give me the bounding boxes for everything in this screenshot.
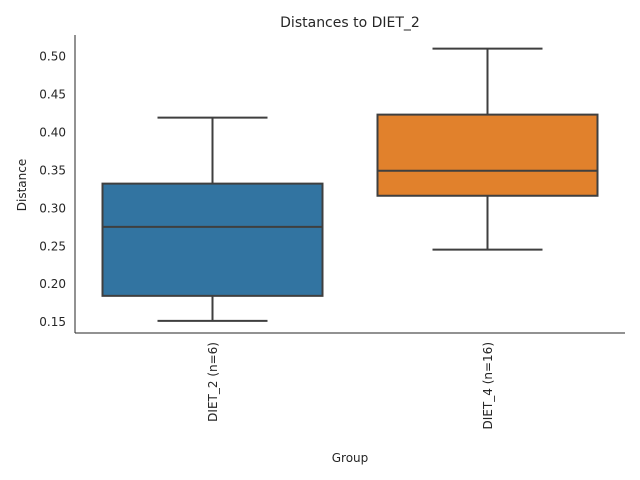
x-axis-label: Group <box>332 451 369 465</box>
iqr-box <box>376 113 599 197</box>
y-axis-label: Distance <box>15 159 29 211</box>
y-ticks: 0.15 0.20 0.25 0.30 0.35 0.40 0.45 0.50 <box>39 50 66 329</box>
x-tick-label: DIET_4 (n=16) <box>481 342 495 429</box>
iqr-box <box>101 182 324 297</box>
chart-title: Distances to DIET_2 <box>280 15 420 31</box>
y-tick-label: 0.40 <box>39 126 66 140</box>
y-tick-label: 0.30 <box>39 201 66 215</box>
y-tick-label: 0.50 <box>39 50 66 64</box>
y-tick-label: 0.45 <box>39 88 66 102</box>
box-group <box>101 116 324 322</box>
axes <box>74 35 625 334</box>
x-ticks: DIET_2 (n=6) DIET_4 (n=16) <box>206 342 495 429</box>
y-tick-label: 0.20 <box>39 277 66 291</box>
y-tick-label: 0.15 <box>39 315 66 329</box>
boxes <box>101 47 599 322</box>
x-tick-label: DIET_2 (n=6) <box>206 342 220 422</box>
y-tick-label: 0.25 <box>39 239 66 253</box>
y-tick-label: 0.35 <box>39 163 66 177</box>
box-group <box>376 47 599 251</box>
